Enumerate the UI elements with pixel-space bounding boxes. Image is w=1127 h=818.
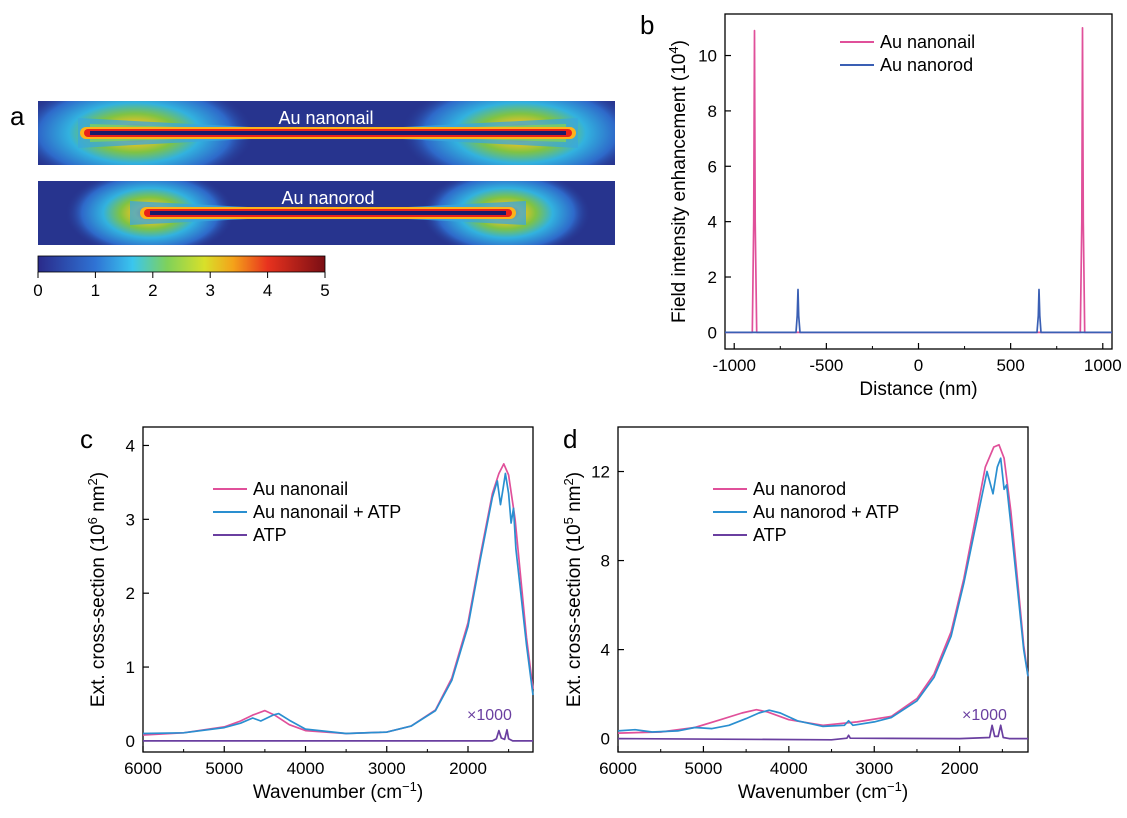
colorbar: 0 1 2 3 4 5 [33, 255, 330, 300]
series-line-2 [725, 288, 1112, 334]
y-tick-label: 0 [601, 730, 610, 749]
y-tick-label: 0 [126, 732, 135, 751]
y-tick-label: 8 [708, 102, 717, 121]
x-tick-label: 5000 [205, 759, 243, 778]
x-tick-label: 3000 [855, 759, 893, 778]
x-tick-label: 6000 [599, 759, 637, 778]
y-tick-label: 8 [601, 552, 610, 571]
y-tick-label: 2 [126, 584, 135, 603]
y-tick-label: 3 [126, 510, 135, 529]
legend-entry: Au nanorod + ATP [753, 502, 899, 522]
y-tick-label: 4 [708, 213, 717, 232]
y-tick-label: 1 [126, 658, 135, 677]
y-tick-label: 2 [708, 268, 717, 287]
x-tick-label: 4000 [287, 759, 325, 778]
series-line-3 [617, 724, 1028, 741]
panel-label-d: d [563, 424, 577, 454]
x-tick-label: 6000 [124, 759, 162, 778]
legend-entry: Au nanorod [880, 55, 973, 75]
x-axis-label: Wavenumber (cm−1) [738, 779, 908, 803]
colorbar-tick-label: 0 [33, 281, 42, 300]
series-line-2 [142, 472, 534, 735]
x-tick-label: 2000 [941, 759, 979, 778]
legend-entry: ATP [753, 525, 787, 545]
series-line-3 [143, 728, 533, 742]
legend-entry: Au nanorod [753, 479, 846, 499]
x-tick-label: -500 [809, 356, 843, 375]
y-tick-label: 12 [591, 463, 610, 482]
series-line-2 [617, 457, 1029, 733]
colorbar-tick-label: 1 [91, 281, 100, 300]
y-tick-label: 0 [708, 323, 717, 342]
y-tick-label: 4 [601, 641, 610, 660]
scale-annotation: ×1000 [467, 707, 512, 724]
legend-entry: Au nanonail [253, 479, 348, 499]
colorbar-tick-label: 4 [263, 281, 272, 300]
panel-label-a: a [10, 101, 25, 131]
y-axis-label: Ext. cross-section (106 nm2) [85, 472, 109, 707]
plot-frame [617, 426, 1029, 753]
colorbar-tick-label: 3 [205, 281, 214, 300]
colorbar-tick-label: 5 [320, 281, 329, 300]
map-label-nanorod: Au nanorod [281, 188, 374, 208]
legend-entry: Au nanonail [880, 32, 975, 52]
colorbar-tick-label: 2 [148, 281, 157, 300]
plot-d: 6000 5000 4000 3000 2000 0 4 8 12 Wavenumber (cm−… [561, 426, 1029, 803]
plot-frame [142, 426, 534, 753]
legend-entry: Au nanonail + ATP [253, 502, 401, 522]
field-map-nanorod: Au nanorod [38, 181, 615, 245]
x-axis-label: Distance (nm) [859, 379, 977, 400]
x-tick-label: 3000 [368, 759, 406, 778]
plot-b: -1000 -500 0 500 1000 0 2 4 6 8 10 Distance (nm) Fie… [666, 13, 1122, 400]
panel-label-b: b [640, 10, 654, 40]
x-tick-label: 1000 [1084, 356, 1122, 375]
x-tick-label: 500 [996, 356, 1024, 375]
y-axis-label: Ext. cross-section (105 nm2) [561, 472, 585, 707]
legend-entry: ATP [253, 525, 287, 545]
y-tick-label: 6 [708, 157, 717, 176]
y-tick-label: 10 [698, 47, 717, 66]
field-map-nanonail: Au nanonail [38, 101, 615, 165]
y-tick-label: 4 [126, 436, 135, 455]
y-axis-label: Field intensity enhancement (104) [666, 40, 690, 323]
scale-annotation: ×1000 [962, 707, 1007, 724]
series-line-1 [617, 443, 1029, 734]
x-tick-label: 5000 [685, 759, 723, 778]
x-tick-label: -1000 [712, 356, 755, 375]
panel-label-c: c [80, 424, 93, 454]
x-tick-label: 0 [914, 356, 923, 375]
map-label-nanonail: Au nanonail [278, 108, 373, 128]
x-tick-label: 4000 [770, 759, 808, 778]
plot-c: 6000 5000 4000 3000 2000 0 1 2 3 4 Wavenumber (cm−… [85, 426, 534, 803]
x-tick-label: 2000 [449, 759, 487, 778]
x-axis-label: Wavenumber (cm−1) [253, 779, 423, 803]
